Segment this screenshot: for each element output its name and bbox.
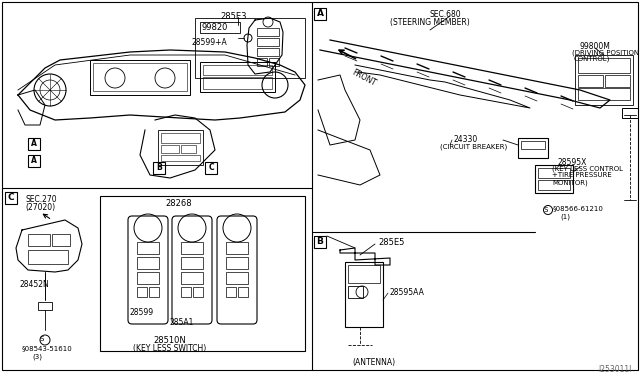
Text: 99800M: 99800M bbox=[580, 42, 611, 51]
Bar bbox=[153, 162, 165, 174]
Bar bbox=[161, 145, 179, 153]
Bar bbox=[226, 287, 236, 297]
Bar bbox=[149, 287, 159, 297]
Bar bbox=[269, 58, 279, 66]
Bar bbox=[52, 234, 70, 246]
Bar bbox=[575, 55, 633, 105]
Text: J253011J: J253011J bbox=[598, 365, 632, 372]
Bar bbox=[137, 257, 159, 269]
Text: 28599: 28599 bbox=[130, 308, 154, 317]
Text: (3): (3) bbox=[32, 353, 42, 359]
Text: §08543-51610: §08543-51610 bbox=[22, 345, 73, 351]
Bar bbox=[605, 75, 630, 87]
Text: 285A1: 285A1 bbox=[170, 318, 195, 327]
Text: §08566-61210: §08566-61210 bbox=[553, 205, 604, 211]
Text: CONTROL): CONTROL) bbox=[574, 55, 611, 61]
Bar bbox=[5, 192, 17, 204]
Bar bbox=[137, 272, 159, 284]
Text: (KEY LESS CONTROL: (KEY LESS CONTROL bbox=[552, 165, 623, 171]
Text: 28510N: 28510N bbox=[153, 336, 186, 345]
Text: (KEY LESS SWITCH): (KEY LESS SWITCH) bbox=[133, 344, 206, 353]
Text: B: B bbox=[317, 237, 323, 246]
Text: 285E5: 285E5 bbox=[378, 238, 404, 247]
Bar bbox=[181, 272, 203, 284]
Bar bbox=[195, 18, 305, 78]
Bar bbox=[28, 250, 68, 264]
Bar bbox=[161, 155, 200, 161]
Bar bbox=[200, 62, 275, 92]
Bar bbox=[28, 155, 40, 167]
Bar bbox=[578, 58, 630, 73]
Bar bbox=[181, 287, 191, 297]
Bar bbox=[161, 133, 200, 143]
Text: B: B bbox=[156, 163, 162, 172]
Text: S: S bbox=[39, 336, 44, 342]
Bar bbox=[200, 22, 240, 33]
Text: SEC.680: SEC.680 bbox=[430, 10, 461, 19]
Text: A: A bbox=[31, 156, 37, 165]
Bar bbox=[257, 48, 279, 56]
Text: 28595X: 28595X bbox=[557, 158, 586, 167]
Bar bbox=[205, 162, 217, 174]
Text: +TIRE PRESSURE: +TIRE PRESSURE bbox=[552, 172, 612, 178]
Bar bbox=[90, 60, 190, 95]
Bar bbox=[238, 287, 248, 297]
Text: 28595AA: 28595AA bbox=[390, 288, 425, 297]
Bar bbox=[257, 58, 267, 66]
Text: A: A bbox=[31, 139, 37, 148]
Text: A: A bbox=[317, 9, 323, 18]
Text: SEC.270: SEC.270 bbox=[25, 195, 56, 204]
Bar bbox=[137, 242, 159, 254]
Bar bbox=[348, 286, 363, 298]
Bar bbox=[193, 287, 203, 297]
Bar bbox=[100, 196, 305, 351]
Bar bbox=[314, 236, 326, 248]
Bar bbox=[535, 165, 573, 193]
Text: (STEERING MEMBER): (STEERING MEMBER) bbox=[390, 18, 470, 27]
Text: FRONT: FRONT bbox=[350, 68, 377, 88]
Bar bbox=[181, 242, 203, 254]
Text: C: C bbox=[208, 163, 214, 172]
Text: MONITOR): MONITOR) bbox=[552, 179, 588, 186]
Bar bbox=[93, 63, 187, 91]
Bar bbox=[622, 108, 638, 118]
Bar bbox=[226, 242, 248, 254]
Text: (ANTENNA): (ANTENNA) bbox=[352, 358, 395, 367]
Text: (DRIVING POSITION: (DRIVING POSITION bbox=[572, 49, 639, 55]
Text: 28268: 28268 bbox=[165, 199, 191, 208]
Bar bbox=[226, 272, 248, 284]
Bar bbox=[28, 234, 50, 246]
Bar bbox=[257, 38, 279, 46]
Bar bbox=[181, 145, 196, 153]
Bar bbox=[518, 138, 548, 158]
Bar bbox=[538, 180, 570, 190]
Bar bbox=[348, 265, 380, 283]
Bar bbox=[345, 262, 383, 327]
Text: 99820: 99820 bbox=[202, 23, 228, 32]
Bar bbox=[538, 168, 570, 178]
Bar bbox=[137, 287, 147, 297]
Bar bbox=[314, 8, 326, 20]
Bar bbox=[203, 77, 272, 89]
Text: C: C bbox=[8, 193, 14, 202]
Bar bbox=[578, 88, 630, 100]
Bar bbox=[521, 141, 545, 149]
Bar bbox=[158, 130, 203, 165]
Bar bbox=[181, 257, 203, 269]
Bar bbox=[38, 302, 52, 310]
Text: 28452N: 28452N bbox=[20, 280, 50, 289]
Text: (CIRCUIT BREAKER): (CIRCUIT BREAKER) bbox=[440, 143, 508, 150]
Text: 285E3: 285E3 bbox=[220, 12, 246, 21]
Bar bbox=[226, 257, 248, 269]
Bar bbox=[257, 28, 279, 36]
Bar bbox=[203, 65, 272, 75]
Text: 24330: 24330 bbox=[454, 135, 478, 144]
Text: S: S bbox=[543, 207, 547, 213]
Text: (27020): (27020) bbox=[25, 203, 55, 212]
Text: (1): (1) bbox=[560, 213, 570, 219]
Bar bbox=[28, 138, 40, 150]
Bar bbox=[578, 75, 603, 87]
Text: 28599+A: 28599+A bbox=[192, 38, 228, 47]
